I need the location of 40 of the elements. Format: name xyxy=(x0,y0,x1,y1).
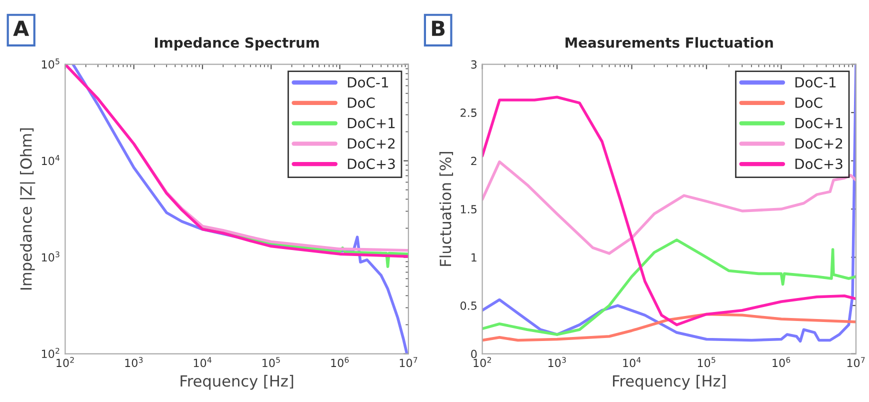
x-tick-label: 10$^{7}$ xyxy=(847,357,865,368)
x-tick-label: 10$^{3}$ xyxy=(125,356,143,368)
y-tick-label: 10$^{4}$ xyxy=(42,155,60,166)
x-axis-title: Frequency [Hz] xyxy=(613,374,726,390)
x-tick-label: 10$^{4}$ xyxy=(194,357,212,368)
y-tick-label: 1.5 xyxy=(460,205,476,214)
y-tick-label: 0 xyxy=(471,350,477,358)
y-tick-label: 10$^{5}$ xyxy=(42,58,60,69)
y-tick-label: 2 xyxy=(471,156,476,166)
legend-label: DoC+1 xyxy=(348,118,395,128)
x-tick-label: 10$^{6}$ xyxy=(772,356,790,368)
y-tick-label: 10$^{2}$ xyxy=(42,348,60,358)
legend-label: DoC+3 xyxy=(348,158,395,170)
chart-title: Impedance Spectrum xyxy=(155,37,319,51)
legend-label: DoC+3 xyxy=(795,158,842,170)
x-axis-title: Frequency [Hz] xyxy=(180,374,294,390)
y-tick-label: 2.5 xyxy=(460,108,476,117)
y-axis-title: Fluctuation [%] xyxy=(439,152,454,266)
y-tick-label: 3 xyxy=(471,60,477,69)
legend-label: DoC+2 xyxy=(348,138,395,149)
x-tick-label: 10$^{4}$ xyxy=(623,357,641,368)
chart-title: Measurements Fluctuation xyxy=(566,37,773,48)
legend-label: DoC+2 xyxy=(795,138,842,149)
text: B xyxy=(432,20,445,36)
x-tick-label: 10$^{5}$ xyxy=(698,357,716,368)
x-tick-label: 10$^{3}$ xyxy=(548,356,566,368)
x-tick-label: 10$^{5}$ xyxy=(262,357,280,368)
y-tick-label: 10$^{3}$ xyxy=(42,251,60,262)
legend-label: DoC xyxy=(348,97,375,108)
y-tick-label: 1 xyxy=(472,253,476,262)
legend-label: DoC-1 xyxy=(348,77,388,88)
y-tick-label: 0.5 xyxy=(460,301,476,310)
x-tick-label: 10$^{7}$ xyxy=(400,357,418,368)
y-axis-title: Impedance |Z| [Ohm] xyxy=(20,128,36,290)
legend-label: DoC xyxy=(795,97,822,108)
text: A xyxy=(13,20,30,36)
legend-label: DoC-1 xyxy=(795,77,836,88)
x-tick-label: 10$^{6}$ xyxy=(331,356,349,368)
x-tick-label: 10$^{2}$ xyxy=(56,356,74,368)
legend-label: DoC+1 xyxy=(795,118,842,128)
